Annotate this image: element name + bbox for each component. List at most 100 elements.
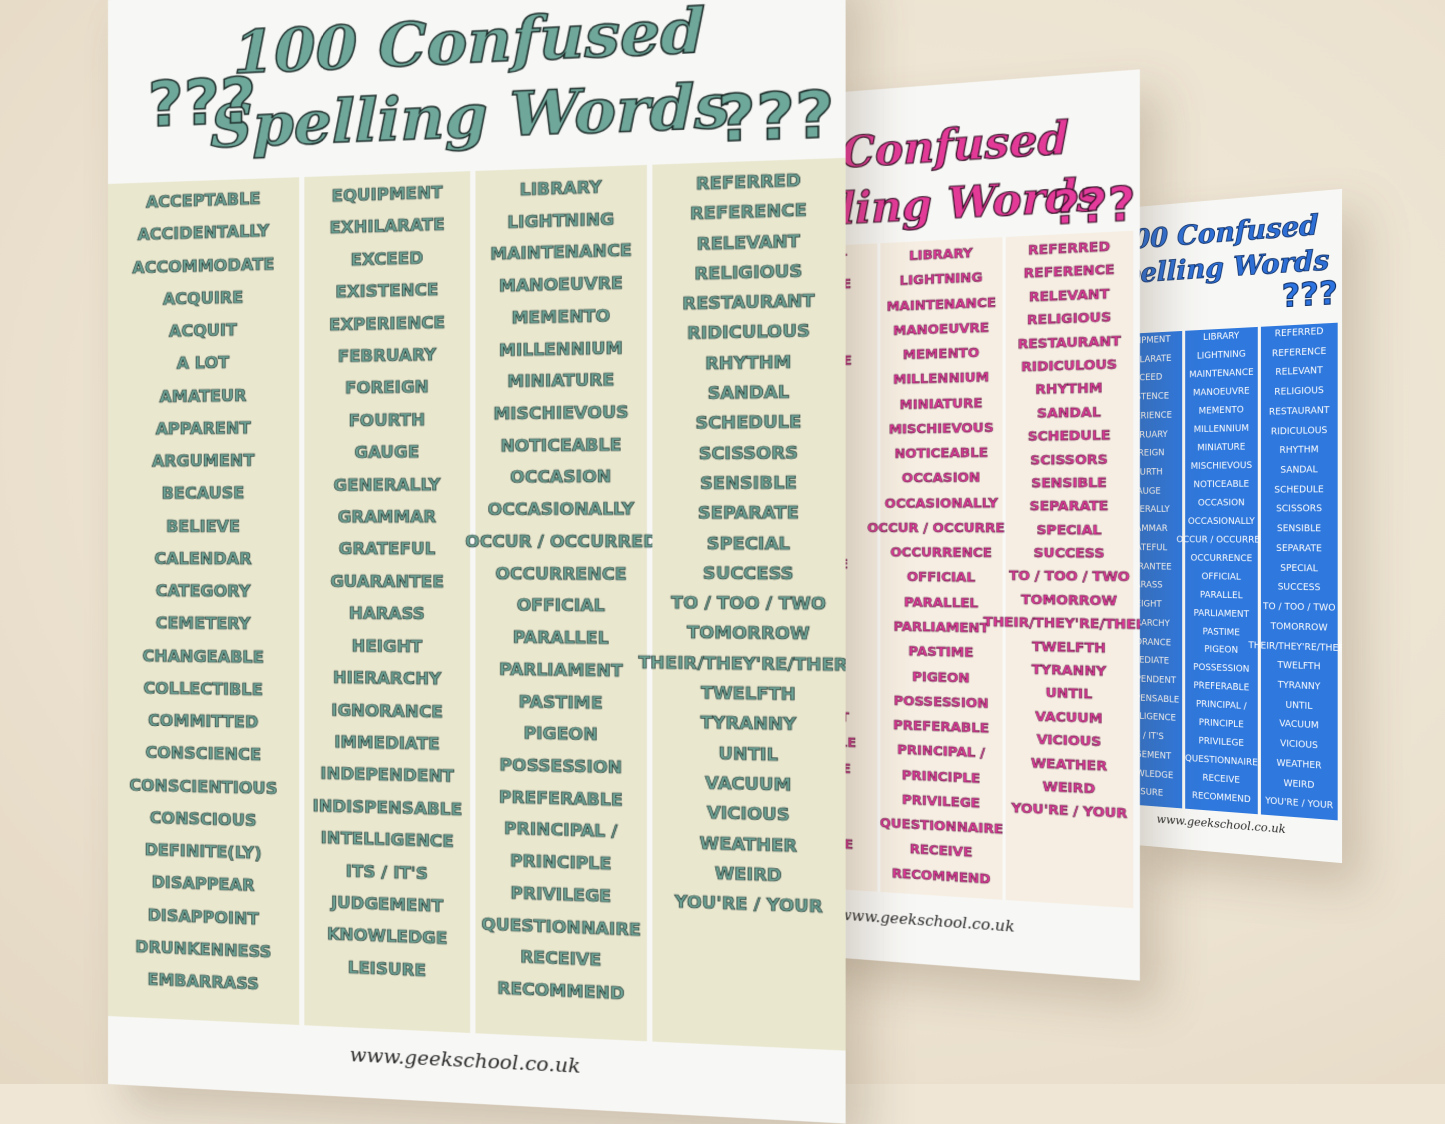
spelling-word: Sandal [1280, 466, 1317, 476]
spelling-word: Miniature [507, 372, 614, 390]
spelling-word: Sensible [700, 475, 797, 493]
spelling-word: Preferable [1193, 682, 1249, 693]
spelling-word: Changeable [142, 648, 263, 666]
spelling-word: Referred [1275, 328, 1324, 339]
spelling-word: Parliament [893, 620, 989, 635]
spelling-word: Sandal [707, 384, 789, 402]
spelling-word: Their/They're/There [983, 616, 1139, 633]
spelling-word: Cemetery [156, 616, 251, 633]
spelling-word: Vicious [1280, 740, 1318, 751]
spelling-word: Conscious [150, 810, 257, 829]
word-columns: Equipment Exhilarate Exceed Existence Experi… [1125, 322, 1342, 863]
spelling-word: Drunkenness [135, 939, 271, 961]
word-column: Library Lightning Maintenance Manoeuvre Meme… [880, 237, 1005, 900]
spelling-word: Weird [1043, 780, 1095, 796]
spelling-word: Maintenance [490, 243, 632, 264]
spelling-word: Referred [696, 172, 801, 193]
spelling-word: Its / It's [346, 863, 428, 882]
spelling-word: Principal / [897, 744, 985, 761]
spelling-word: Sandal [1037, 406, 1101, 421]
spelling-word: Until [1285, 701, 1312, 711]
spelling-word: To / Too / Two [671, 595, 826, 613]
spelling-word: You're / Your [675, 894, 823, 916]
spelling-word: Occur / Occurred [867, 522, 1016, 535]
poster-header: 100 Confused Spelling Words ??? ??? [108, 0, 846, 184]
spelling-word: Tomorrow [1271, 623, 1328, 634]
spelling-word: Scissors [1030, 453, 1108, 467]
spelling-word: Principal / [1196, 701, 1247, 712]
spelling-word: Occasion [902, 472, 980, 486]
spelling-word: Scissors [1276, 505, 1322, 514]
spelling-word: You're / Your [1265, 797, 1333, 811]
spelling-word: Knowledge [327, 926, 447, 947]
spelling-word: Believe [166, 518, 240, 534]
spelling-word: To / Too / Two [1009, 570, 1130, 585]
spelling-word: Conscience [145, 745, 261, 764]
spelling-word: Experience [329, 314, 445, 333]
spelling-word: Special [707, 535, 790, 552]
spelling-word: Their/They're/There [638, 654, 845, 674]
spelling-word: Generally [334, 477, 441, 494]
pink-poster-sheet: 0 Confused elling Words ??? uipmenthilar… [803, 69, 1140, 980]
spelling-word: Committed [148, 713, 258, 731]
spelling-word: Miniature [1197, 443, 1245, 453]
spelling-word: Millennium [893, 371, 989, 387]
spelling-word: Collectible [144, 680, 263, 698]
spelling-word: Library [520, 179, 602, 198]
spelling-word: Acceptable [146, 191, 261, 211]
question-marks-icon: ??? [1053, 182, 1136, 233]
spelling-word: You're / Your [1012, 802, 1128, 821]
spelling-word: Exceed [351, 250, 424, 268]
spelling-word: Equipment [332, 185, 443, 205]
spelling-word: Twelfth [1277, 662, 1320, 673]
spelling-word: Special [1280, 564, 1318, 573]
word-columns: uipmenthilaratexceedistenceperiencebruar… [803, 230, 1140, 908]
spelling-word: Disappear [152, 875, 255, 895]
spelling-word: Hierarchy [333, 670, 441, 688]
spelling-word: Occasion [510, 469, 611, 486]
spelling-word: Weather [1277, 759, 1322, 771]
spelling-word: Tyranny [1278, 681, 1321, 692]
spelling-word: Restaurant [682, 293, 814, 313]
spelling-word: Manoeuvre [1193, 387, 1250, 398]
spelling-word: Preferable [499, 789, 623, 809]
spelling-word: Library [1203, 332, 1239, 343]
spelling-word: Scissors [699, 444, 798, 462]
word-column: Referred Reference Relevant Religious Restau… [652, 158, 845, 1051]
spelling-word: Mischievous [889, 421, 994, 436]
spelling-word: Gauge [354, 444, 419, 461]
spelling-word: Accidentally [137, 223, 269, 243]
spelling-word: Because [162, 485, 245, 502]
spelling-word: Relevant [1029, 288, 1109, 305]
word-column: Referred Reference Relevant Religious Restau… [1006, 231, 1134, 908]
spelling-word: Harass [349, 606, 425, 623]
word-column: Equipment Exhilarate Exceed Existence Experi… [305, 171, 471, 1033]
spelling-word: Exhilarate [329, 217, 444, 237]
spelling-word: Indispensable [313, 798, 463, 818]
spelling-word: Noticeable [1194, 480, 1250, 489]
spelling-word: Religious [1274, 387, 1324, 398]
spelling-word: Parallel [904, 596, 978, 610]
spelling-word: Vacuum [1279, 720, 1319, 731]
spelling-word: Referred [1028, 240, 1110, 257]
spelling-word: Immediate [334, 734, 439, 752]
spelling-word: Pastime [908, 645, 973, 660]
spelling-word: Recommend [497, 980, 624, 1002]
spelling-word: Weather [700, 835, 797, 855]
spelling-word: Privilege [510, 885, 611, 905]
spelling-word: Occurrence [890, 547, 992, 561]
spelling-word: Their/They're/There [1248, 641, 1342, 653]
spelling-word: Religious [694, 263, 802, 283]
spelling-word: Ignorance [331, 702, 442, 720]
spelling-word: Lightning [900, 271, 983, 288]
spelling-word: Apparent [156, 420, 251, 437]
spelling-word: Sensible [1277, 525, 1321, 534]
spelling-word: Success [1034, 547, 1105, 561]
spelling-word: Calendar [154, 551, 251, 567]
spelling-word: Receive [520, 949, 601, 969]
spelling-word: Memento [1199, 406, 1244, 416]
spelling-word: Relevant [1275, 367, 1322, 378]
spelling-word: Definite(ly) [145, 842, 262, 862]
spelling-word: Principle [510, 853, 611, 873]
spelling-word: Separate [698, 505, 799, 522]
